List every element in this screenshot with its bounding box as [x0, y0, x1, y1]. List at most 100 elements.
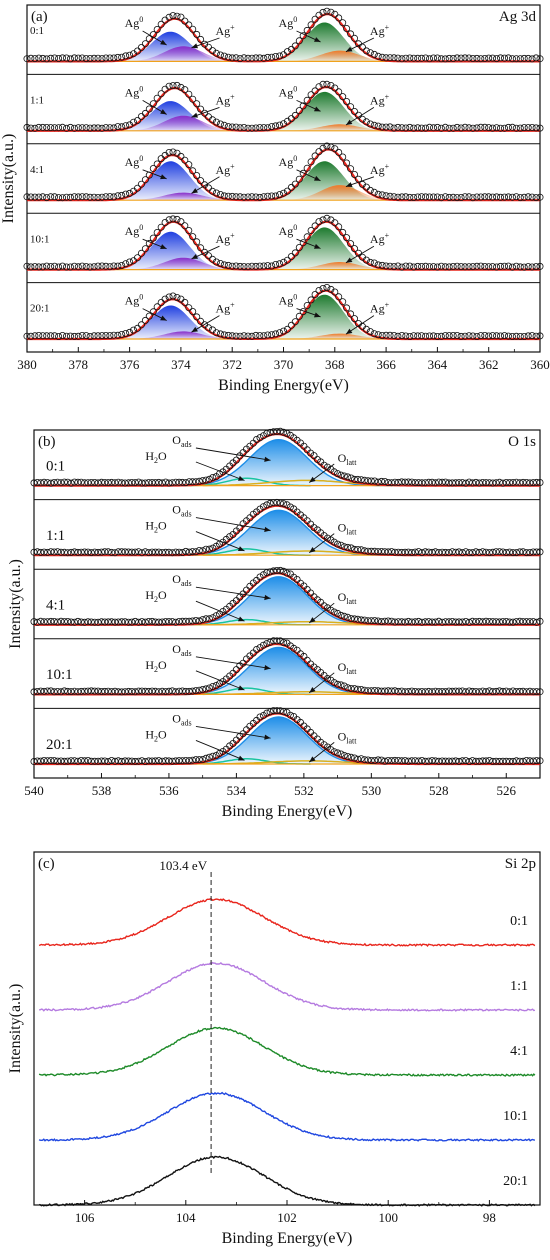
raw-data-point: [87, 757, 95, 765]
raw-data-point: [384, 548, 392, 556]
raw-data-point: [145, 312, 153, 320]
trace-4: 10:1: [38, 1091, 536, 1142]
raw-data-point: [106, 263, 114, 271]
raw-data-point: [266, 499, 274, 507]
raw-data-point: [177, 83, 185, 91]
raw-data-point: [205, 615, 213, 623]
olatt-label: Olatt: [338, 590, 358, 606]
raw-data-point: [453, 194, 461, 202]
raw-data-point: [276, 121, 284, 129]
raw-data-point: [381, 687, 389, 695]
raw-data-point: [98, 688, 106, 696]
raw-data-point: [354, 615, 362, 623]
raw-data-point: [43, 124, 51, 132]
raw-data-point: [441, 193, 449, 201]
raw-data-point: [536, 617, 544, 625]
raw-data-point: [421, 688, 429, 696]
raw-data-point: [319, 216, 327, 224]
h2o-arrow-shaft: [195, 600, 245, 622]
raw-data-point: [449, 331, 457, 339]
raw-data-point: [441, 478, 449, 486]
raw-data-point: [441, 618, 449, 626]
raw-data-point: [178, 549, 186, 557]
raw-data-point: [340, 612, 348, 620]
raw-data-point: [435, 478, 443, 486]
raw-data-point: [31, 332, 39, 340]
raw-data-point: [384, 617, 392, 625]
raw-data-point: [485, 54, 493, 62]
raw-data-point: [141, 245, 149, 253]
raw-data-point: [224, 261, 232, 269]
ag0-label: Ag0: [279, 154, 298, 169]
raw-data-point: [472, 757, 480, 765]
raw-data-point: [335, 293, 343, 301]
subplot-3: 4:1 Ag0 Ag+ Ag0 Ag+: [23, 142, 544, 202]
raw-data-point: [204, 43, 212, 51]
raw-data-point: [66, 193, 74, 201]
raw-data-point: [335, 88, 343, 96]
raw-data-point: [509, 757, 517, 765]
raw-data-point: [128, 757, 136, 765]
raw-data-point: [441, 332, 449, 340]
raw-data-point: [23, 123, 31, 131]
raw-data-point: [536, 478, 544, 486]
raw-data-point: [335, 148, 343, 156]
raw-data-point: [422, 193, 430, 201]
raw-data-point: [327, 82, 335, 90]
raw-data-point: [110, 262, 118, 270]
raw-data-point: [502, 757, 510, 765]
h2o-arrow-head: [237, 616, 245, 622]
subplot-5: 20:1 Ag0 Ag+ Ag0 Ag+: [23, 282, 544, 341]
raw-data-point: [291, 42, 299, 50]
raw-data-point: [141, 758, 149, 766]
raw-data-point: [30, 688, 38, 696]
raw-data-point: [209, 473, 217, 481]
raw-data-point: [295, 175, 303, 183]
raw-data-point: [435, 757, 443, 765]
raw-data-point: [347, 165, 355, 173]
raw-data-point: [485, 687, 493, 695]
raw-data-point: [33, 478, 41, 486]
raw-data-point: [311, 290, 319, 298]
raw-data-point: [102, 124, 110, 132]
raw-data-point: [378, 331, 386, 339]
raw-data-point: [516, 124, 524, 132]
raw-data-point: [101, 548, 109, 556]
raw-data-point: [141, 618, 149, 626]
raw-data-point: [155, 548, 163, 556]
raw-data-point: [133, 254, 141, 262]
raw-data-point: [398, 331, 406, 339]
h2o-arrow-shaft: [195, 461, 245, 481]
raw-data-point: [273, 707, 281, 715]
raw-data-point: [437, 262, 445, 270]
raw-data-point: [489, 54, 497, 62]
raw-data-point: [364, 477, 372, 485]
agplus-label: Ag+: [215, 231, 235, 246]
raw-data-point: [458, 479, 466, 487]
oads-peak: [168, 510, 389, 556]
raw-data-point: [90, 54, 98, 62]
raw-data-point: [453, 331, 461, 339]
raw-data-point: [82, 332, 90, 340]
raw-data-point: [307, 91, 315, 99]
raw-data-point: [425, 478, 433, 486]
raw-data-point: [295, 107, 303, 115]
ag0-3d5-peak: [91, 231, 245, 270]
raw-data-point: [481, 193, 489, 201]
raw-data-point: [185, 687, 193, 695]
raw-data-point: [391, 478, 399, 486]
raw-data-point: [268, 331, 276, 339]
raw-data-point: [323, 7, 331, 15]
oads-label: Oads: [172, 433, 191, 449]
raw-data-point: [350, 34, 358, 42]
raw-data-point: [374, 617, 382, 625]
raw-data-point: [40, 618, 48, 626]
raw-data-point: [212, 189, 220, 197]
raw-data-point: [303, 301, 311, 309]
raw-data-point: [54, 688, 62, 696]
raw-data-point: [390, 193, 398, 201]
raw-data-point: [59, 54, 67, 62]
raw-data-point: [448, 687, 456, 695]
raw-data-point: [87, 687, 95, 695]
raw-data-point: [340, 752, 348, 760]
